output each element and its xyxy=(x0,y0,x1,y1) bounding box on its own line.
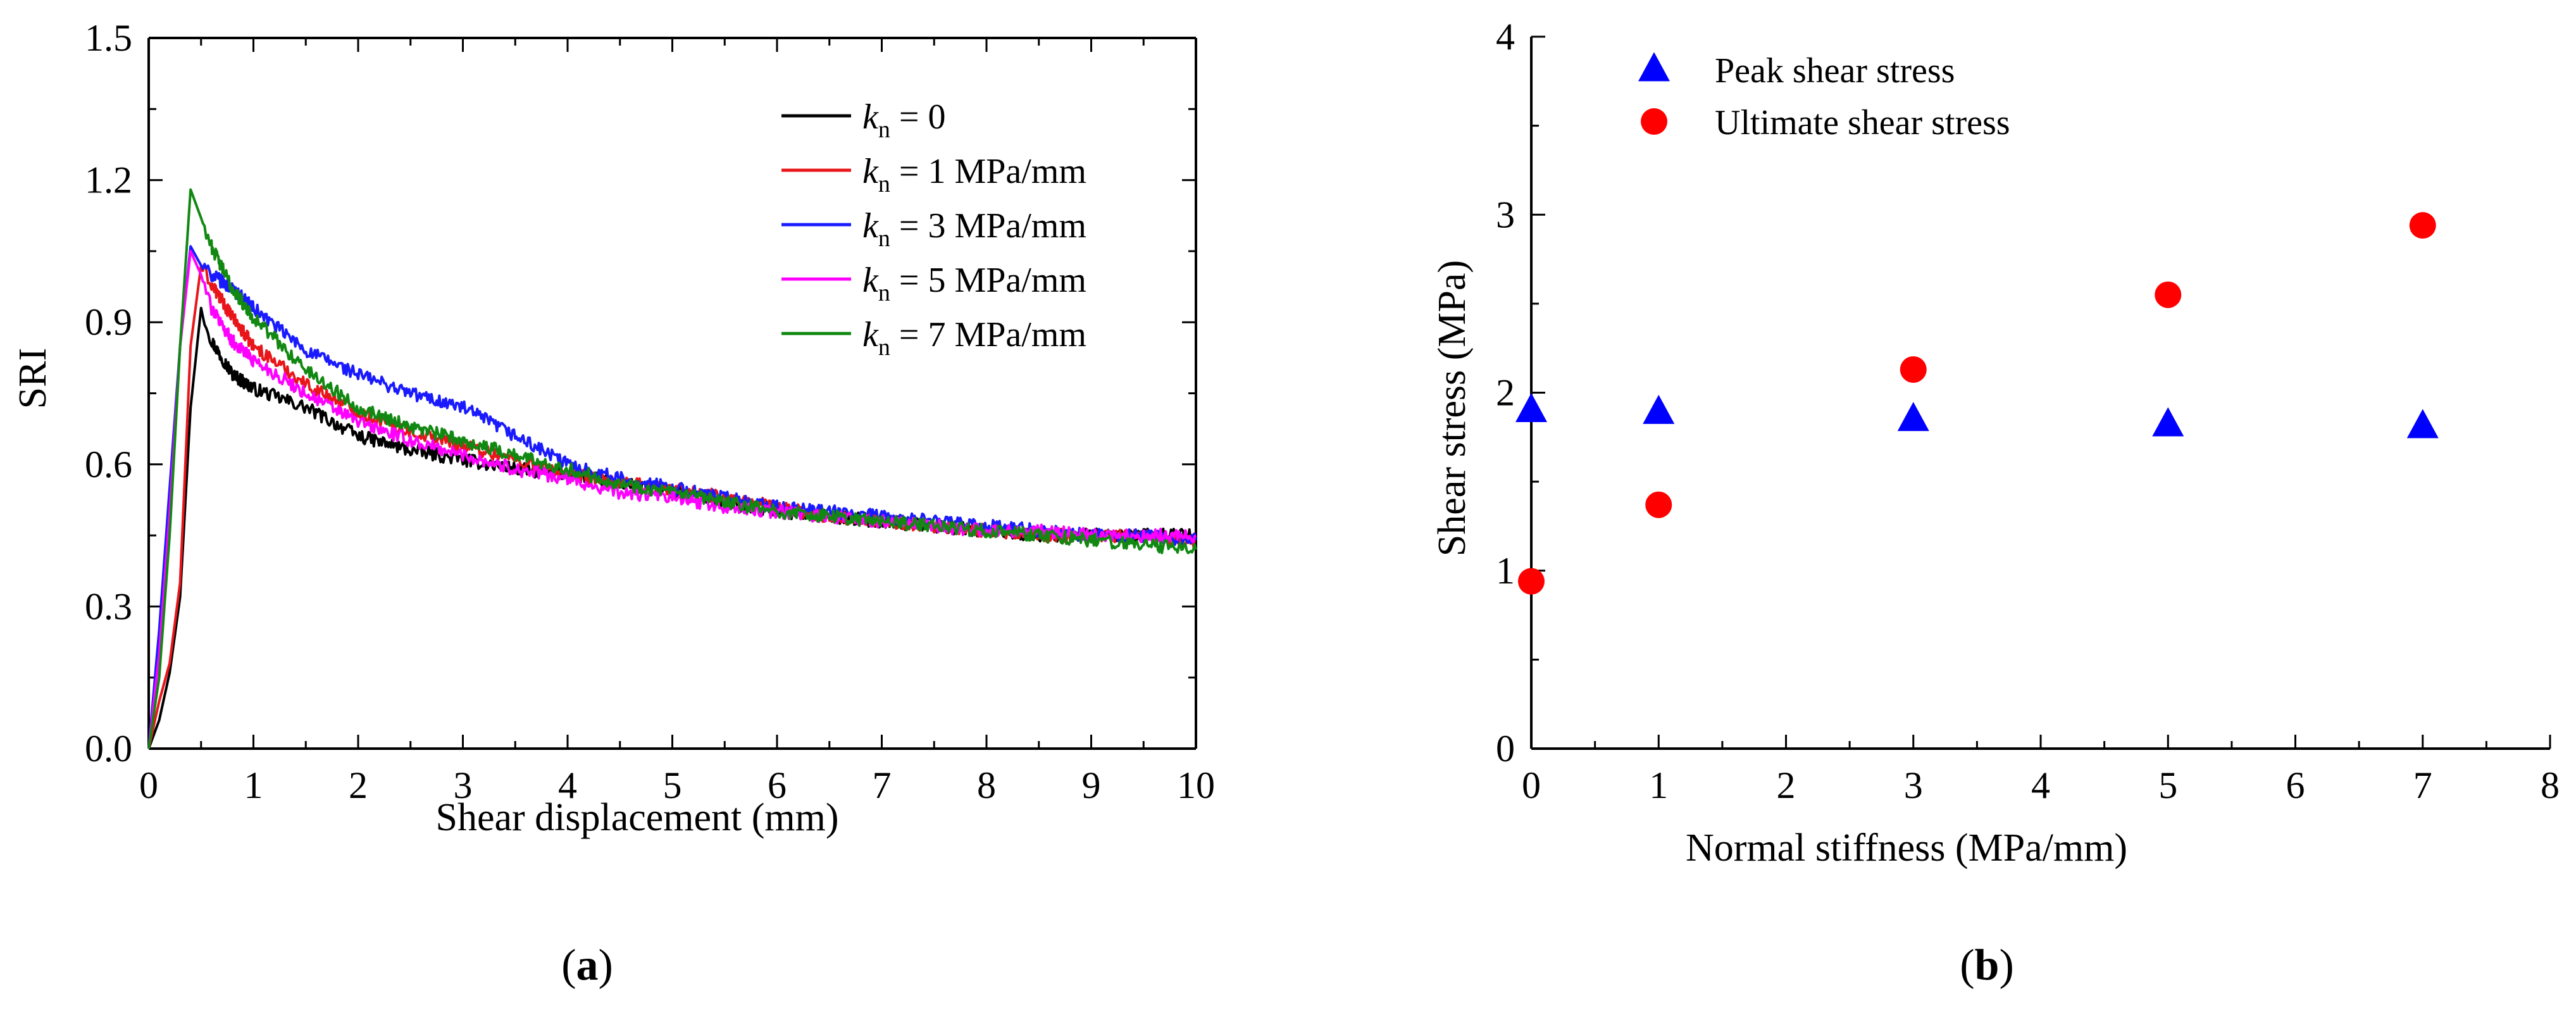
x-tick-label: 1 xyxy=(1649,764,1668,806)
ultimate-point xyxy=(2409,212,2436,239)
chart-b-xlabel: Normal stiffness (MPa/mm) xyxy=(1686,826,2127,869)
series-line-4 xyxy=(147,188,1197,749)
chart-a-axes: 0 1 2 3 4 5 6 7 8 9 10 0.0 0.3 0.6 0.9 1.2 1.5 xyxy=(85,17,1215,806)
legend-label-value: = 5 MPa/mm xyxy=(890,261,1086,300)
legend-label-1: Ultimate shear stress xyxy=(1715,103,2010,142)
y-tick-label: 0.6 xyxy=(85,444,132,485)
peak-point xyxy=(1515,393,1547,423)
x-tick-label: 8 xyxy=(2541,764,2560,806)
legend-label-subscript: n xyxy=(878,225,890,252)
x-tick-label: 7 xyxy=(2413,764,2432,806)
x-tick-label: 10 xyxy=(1177,764,1215,806)
chart-a: 0 1 2 3 4 5 6 7 8 9 100.00.30.60.91.21.5 kn = 0kn … xyxy=(11,17,1215,990)
peak-point xyxy=(1897,402,1929,432)
x-tick-label: 0 xyxy=(1522,764,1541,806)
legend-label-symbol: k xyxy=(862,315,879,354)
y-tick-label: 1 xyxy=(1496,550,1515,592)
ultimate-point xyxy=(1900,356,1927,383)
x-tick-label: 7 xyxy=(873,764,892,806)
y-tick-label: 4 xyxy=(1496,16,1515,58)
ultimate-point xyxy=(1645,491,1672,518)
series-line-2 xyxy=(147,245,1197,749)
legend-label-4: kn = 7 MPa/mm xyxy=(862,315,1086,361)
chart-a-panel-label: (a) xyxy=(561,941,613,990)
x-tick-label: 6 xyxy=(2286,764,2305,806)
x-tick-label: 5 xyxy=(2158,764,2177,806)
legend-label-value: = 0 xyxy=(890,97,946,137)
chart-b-series xyxy=(1515,212,2439,595)
legend-label-symbol: k xyxy=(862,206,879,246)
y-tick-label: 0 xyxy=(1496,728,1515,770)
y-tick-label: 2 xyxy=(1496,372,1515,414)
peak-point xyxy=(2406,409,2439,439)
legend-label-3: kn = 5 MPa/mm xyxy=(862,261,1086,306)
y-tick-label: 1.5 xyxy=(85,17,132,59)
x-tick-label: 9 xyxy=(1082,764,1101,806)
x-tick-label: 3 xyxy=(1904,764,1923,806)
chart-a-series xyxy=(147,188,1197,749)
y-tick-label: 3 xyxy=(1496,194,1515,235)
legend-marker-0 xyxy=(1638,52,1670,82)
chart-b-ylabel: Shear stress (MPa) xyxy=(1431,260,1474,556)
legend-label-subscript: n xyxy=(878,171,890,197)
legend-label-subscript: n xyxy=(878,280,890,306)
legend-marker-1 xyxy=(1641,108,1667,135)
x-tick-label: 4 xyxy=(2031,764,2050,806)
chart-b: 0 1 2 3 4 5 6 7 8 0 1 2 3 4 Peak shear stress Ultimate… xyxy=(1431,16,2560,990)
chart-a-xlabel: Shear displacement (mm) xyxy=(435,796,838,839)
legend-label-symbol: k xyxy=(862,97,879,137)
legend-label-1: kn = 1 MPa/mm xyxy=(862,152,1086,197)
y-tick-label: 0.0 xyxy=(85,728,132,770)
legend-label-value: = 3 MPa/mm xyxy=(890,206,1086,246)
peak-point xyxy=(2152,407,2184,437)
chart-b-axes: 0 1 2 3 4 5 6 7 8 0 1 2 3 4 xyxy=(1496,16,2560,806)
x-tick-label: 1 xyxy=(244,764,263,806)
legend-label-0: kn = 0 xyxy=(862,97,945,143)
y-tick-label: 0.9 xyxy=(85,301,132,343)
legend-label-value: = 1 MPa/mm xyxy=(890,152,1086,191)
legend-label-subscript: n xyxy=(878,116,890,143)
x-tick-label: 8 xyxy=(977,764,996,806)
x-tick-label: 2 xyxy=(349,764,368,806)
y-tick-label: 0.3 xyxy=(85,585,132,627)
legend-label-2: kn = 3 MPa/mm xyxy=(862,206,1086,252)
chart-b-panel-label: (b) xyxy=(1960,941,2014,990)
x-tick-label: 0 xyxy=(139,764,158,806)
x-tick-label: 4 xyxy=(558,764,577,806)
legend-label-subscript: n xyxy=(878,334,890,361)
ultimate-point xyxy=(2155,281,2182,308)
peak-point xyxy=(1643,394,1675,424)
legend-label-0: Peak shear stress xyxy=(1715,51,1955,90)
chart-b-legend: Peak shear stress Ultimate shear stress xyxy=(1638,51,2010,142)
chart-a-ylabel: SRI xyxy=(11,348,54,409)
x-tick-label: 5 xyxy=(663,764,682,806)
legend-label-value: = 7 MPa/mm xyxy=(890,315,1086,354)
legend-label-symbol: k xyxy=(862,261,879,300)
ultimate-point xyxy=(1518,568,1545,595)
y-tick-label: 1.2 xyxy=(85,159,132,201)
x-tick-label: 6 xyxy=(768,764,787,806)
legend-label-symbol: k xyxy=(862,152,879,191)
x-tick-label: 2 xyxy=(1777,764,1796,806)
x-tick-label: 3 xyxy=(454,764,473,806)
